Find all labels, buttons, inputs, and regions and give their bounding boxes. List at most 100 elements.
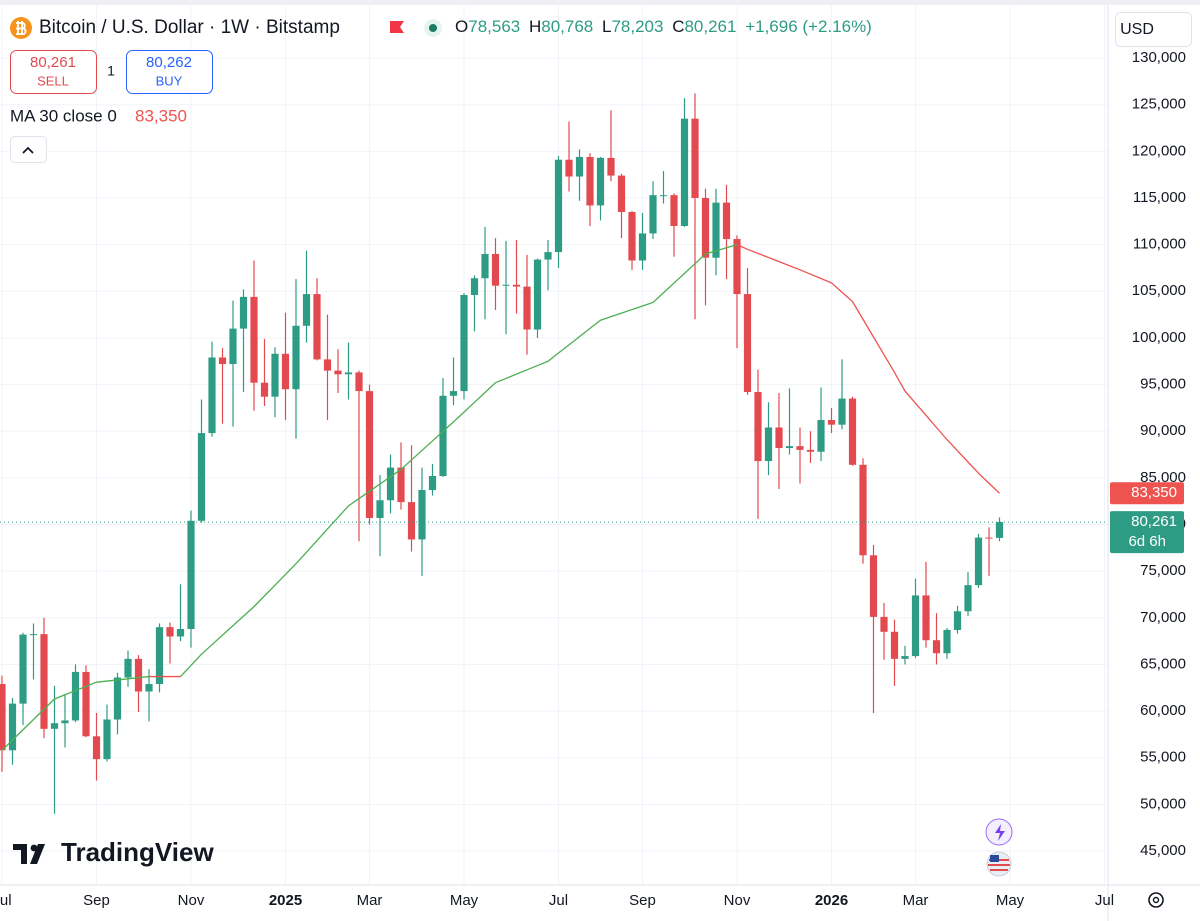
region-glyph-field bbox=[990, 855, 999, 862]
symbol-title[interactable]: Bitcoin / U.S. Dollar · 1W · Bitstamp bbox=[39, 17, 340, 38]
candle-body bbox=[187, 520, 195, 630]
candle-body bbox=[943, 629, 951, 654]
candle-body bbox=[8, 703, 17, 751]
candle-body bbox=[0, 684, 6, 751]
candle-body bbox=[103, 719, 111, 760]
candle-body bbox=[964, 585, 972, 612]
bar-countdown: 6d 6h bbox=[1128, 533, 1166, 550]
y-tick-label: 45,000 bbox=[1140, 842, 1186, 859]
settings-icon[interactable] bbox=[1148, 892, 1164, 908]
logo: TradingView bbox=[61, 837, 214, 867]
y-tick-label: 90,000 bbox=[1140, 422, 1186, 439]
candle-body bbox=[974, 537, 983, 586]
buy-price: 80,262 bbox=[146, 54, 192, 71]
candle-body bbox=[617, 175, 626, 212]
candle-body bbox=[386, 467, 395, 501]
x-tick-label: May bbox=[996, 892, 1025, 909]
candle-body bbox=[50, 723, 59, 729]
x-tick-label: Jul bbox=[0, 892, 12, 909]
candle-body bbox=[397, 467, 405, 503]
candle-body bbox=[817, 420, 825, 452]
candle-body bbox=[208, 357, 216, 434]
candle-body bbox=[302, 294, 311, 326]
ma-price-label: 83,350 bbox=[1131, 484, 1177, 501]
indicator-value: 83,350 bbox=[135, 106, 187, 125]
logo-icon bbox=[13, 844, 45, 864]
candle-body bbox=[995, 522, 1004, 538]
candle-body bbox=[922, 595, 930, 641]
x-tick-label: Mar bbox=[357, 892, 383, 909]
candle-body bbox=[775, 427, 783, 449]
x-tick-label: Sep bbox=[629, 892, 656, 909]
y-tick-label: 75,000 bbox=[1140, 562, 1186, 579]
candle-body bbox=[859, 464, 867, 556]
last-price-label: 80,261 bbox=[1131, 513, 1177, 530]
y-tick-label: 105,000 bbox=[1132, 282, 1186, 299]
x-tick-label: Nov bbox=[724, 892, 751, 909]
candle-body bbox=[827, 420, 836, 425]
candle-body bbox=[365, 391, 374, 518]
grid bbox=[0, 6, 1108, 885]
candle-body bbox=[491, 253, 500, 286]
ma-line bbox=[180, 244, 738, 678]
ohlc-key: O bbox=[455, 17, 468, 36]
candle-body bbox=[565, 159, 573, 177]
y-tick-label: 115,000 bbox=[1133, 189, 1186, 206]
x-tick-label: Nov bbox=[178, 892, 205, 909]
candle-body bbox=[596, 157, 605, 206]
y-tick-label: 60,000 bbox=[1140, 702, 1186, 719]
candle-body bbox=[880, 616, 888, 632]
y-tick-label: 110,000 bbox=[1133, 236, 1186, 253]
candle-body bbox=[932, 640, 941, 654]
candle-body bbox=[355, 372, 363, 392]
candle-body bbox=[953, 611, 962, 630]
ma-price-tag bbox=[1110, 482, 1184, 505]
candle-body bbox=[428, 476, 437, 490]
ohlc-values: O78,563 H80,768 L78,203 C80,261 +1,696 (… bbox=[455, 17, 872, 36]
candle-body bbox=[134, 658, 143, 692]
candle-body bbox=[575, 156, 584, 177]
y-tick-label: 125,000 bbox=[1132, 96, 1186, 113]
sell-label: SELL bbox=[37, 73, 69, 88]
candle-body bbox=[470, 278, 479, 296]
y-tick-label: 70,000 bbox=[1140, 609, 1186, 626]
buy-button[interactable] bbox=[126, 50, 213, 94]
candle-body bbox=[407, 502, 416, 540]
candle-body bbox=[218, 357, 227, 365]
candle-body bbox=[71, 671, 80, 721]
axes: 45,000 50,000 55,000 60,000 65,000 70,000 75,0… bbox=[0, 49, 1186, 909]
candle-body bbox=[155, 627, 164, 685]
candle-body bbox=[92, 736, 101, 760]
candle-body bbox=[649, 195, 657, 234]
candle-body bbox=[890, 631, 899, 659]
flag-icon[interactable] bbox=[390, 21, 404, 33]
candle-body bbox=[271, 353, 279, 397]
candle-body bbox=[166, 627, 174, 637]
logo-icon-dot bbox=[30, 844, 38, 852]
sell-button[interactable] bbox=[10, 50, 97, 94]
candle-body bbox=[229, 328, 237, 365]
candle-body bbox=[638, 233, 647, 261]
candle-body bbox=[911, 595, 920, 657]
candle-body bbox=[743, 294, 752, 393]
x-tick-label: 2025 bbox=[269, 892, 302, 909]
indicator-name: MA 30 close 0 bbox=[10, 106, 117, 125]
candle-body bbox=[260, 382, 269, 397]
currency-button[interactable] bbox=[1115, 12, 1192, 47]
assistant-glyph bbox=[995, 824, 1005, 841]
candle-body bbox=[82, 671, 90, 737]
candle-body bbox=[449, 391, 458, 396]
candle-body bbox=[754, 392, 762, 462]
candle-body bbox=[197, 433, 206, 521]
y-tick-label: 50,000 bbox=[1140, 795, 1186, 812]
candle-body bbox=[838, 398, 846, 425]
candle-body bbox=[292, 325, 300, 390]
candle-body bbox=[554, 159, 563, 253]
candle-body bbox=[712, 202, 720, 258]
y-tick-label: 85,000 bbox=[1140, 469, 1186, 486]
candle-body bbox=[439, 395, 447, 477]
candle-body bbox=[344, 372, 353, 375]
candle-body bbox=[334, 370, 342, 375]
